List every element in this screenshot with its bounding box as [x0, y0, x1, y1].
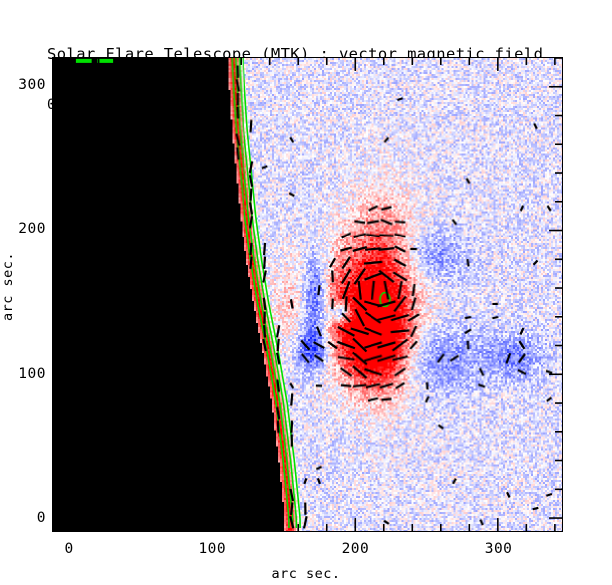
- x-tick-label: 200: [341, 541, 370, 557]
- x-tick-label: 300: [484, 541, 513, 557]
- x-tick-label: 100: [198, 541, 227, 557]
- x-tick-label: 0: [64, 541, 74, 557]
- y-tick-label: 0: [36, 510, 46, 526]
- x-axis-title: arc sec.: [271, 566, 341, 582]
- y-tick-label: 100: [18, 365, 46, 382]
- y-tick-label: 200: [18, 221, 46, 238]
- magnetogram-plot-area: [52, 57, 563, 532]
- y-axis-title: arc sec.: [0, 251, 16, 321]
- magnetogram-image: [53, 58, 562, 531]
- y-tick-label: 300: [18, 76, 46, 93]
